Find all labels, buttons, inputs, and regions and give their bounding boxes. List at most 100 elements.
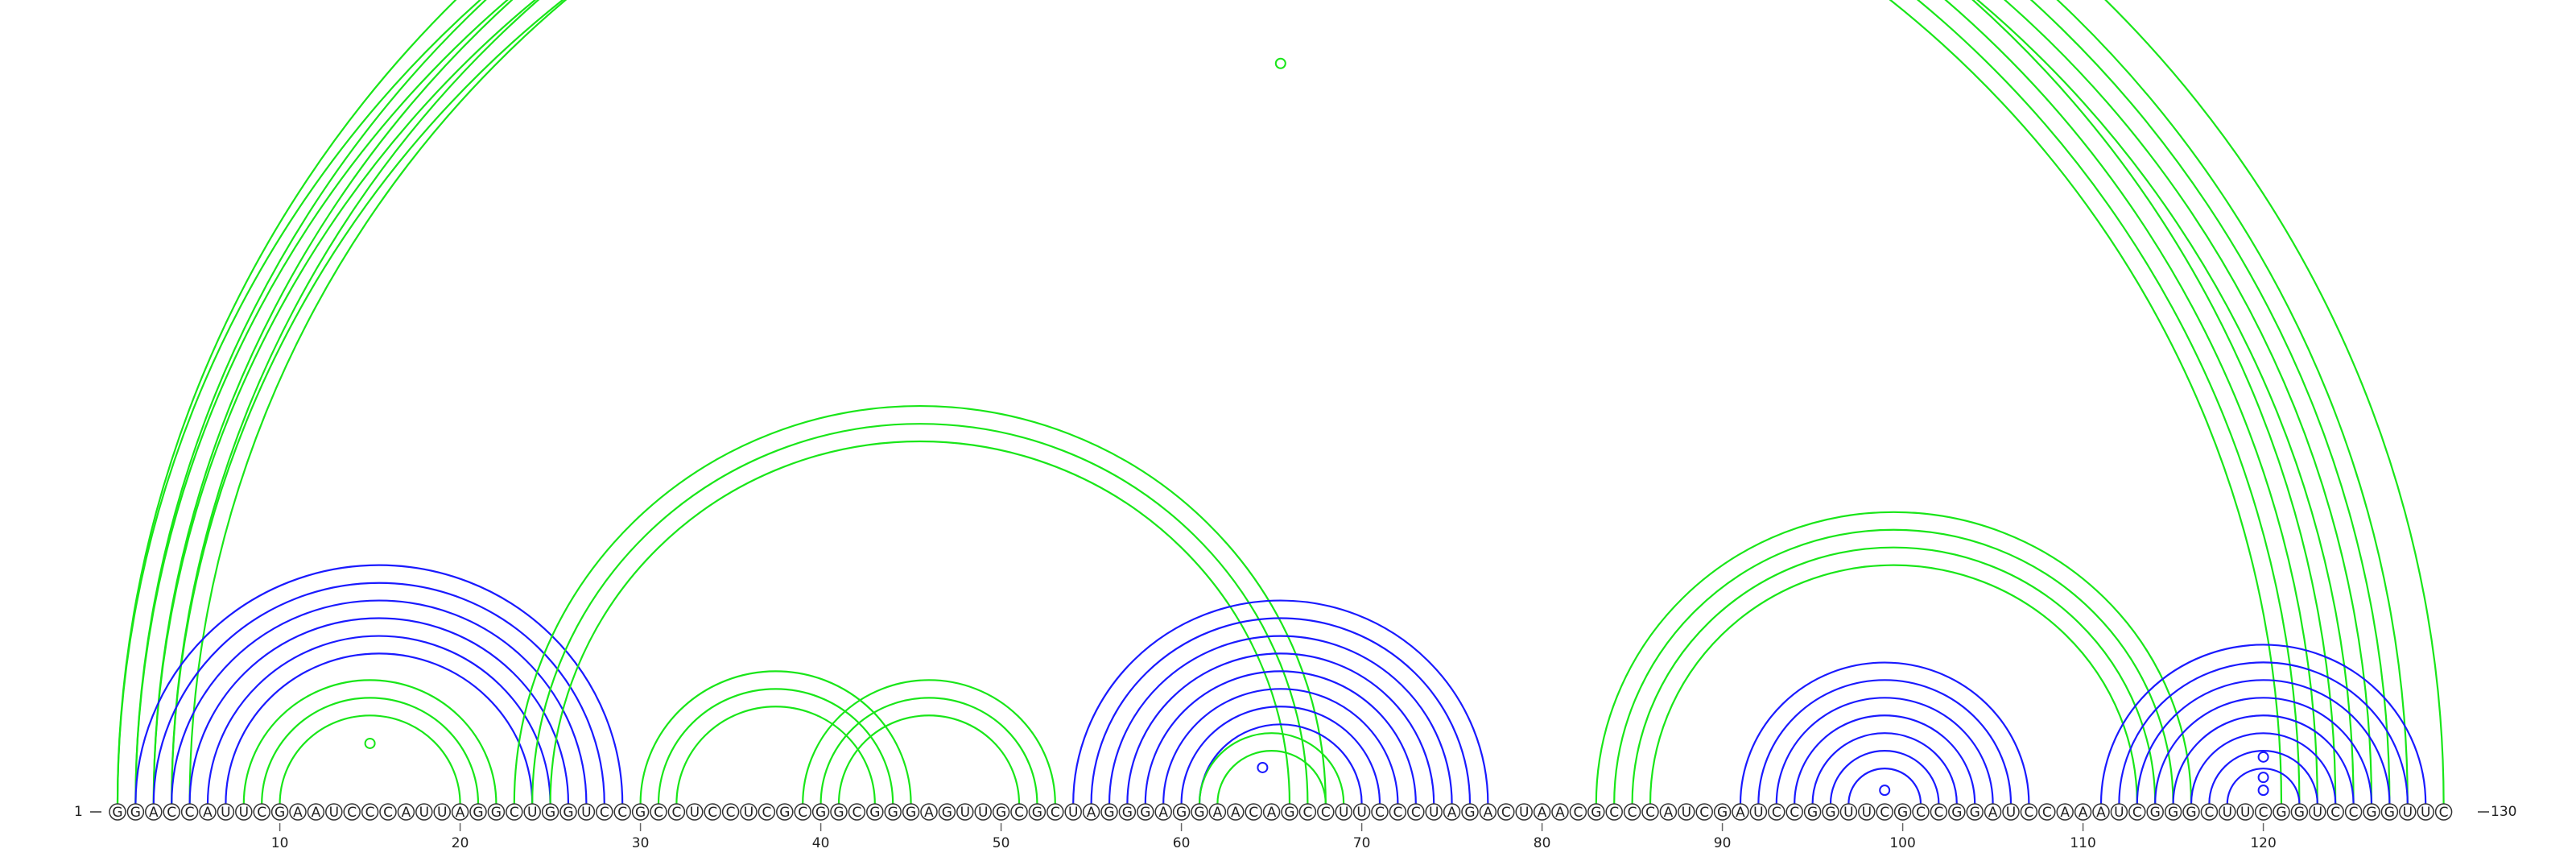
nucleotide-letter: A [1087,805,1096,821]
nucleotide-circle [1479,803,1497,821]
nucleotide-circle [2056,803,2074,821]
nucleotide-circle [379,803,397,821]
nucleotide-130: C [2434,803,2453,821]
arc-61-69 [1198,732,1345,805]
nucleotide-circle [109,803,126,821]
nucleotide-124: C [2326,803,2344,821]
nucleotide-56: G [1100,803,1118,821]
nucleotide-79: U [1515,803,1533,821]
nucleotide-letter: C [1393,805,1402,821]
nucleotide-letter: U [978,805,988,821]
nucleotide-circle [2254,803,2273,821]
nucleotide-81: A [1551,803,1569,821]
nucleotide-circle [2326,803,2344,821]
arc-5-26 [188,617,570,805]
nucleotide-letter: C [2024,805,2033,821]
nucleotide-circle [2182,803,2200,821]
nucleotide-circle [1154,803,1172,821]
nucleotide-letter: G [1284,805,1294,821]
nucleotide-circle [721,803,740,821]
nucleotide-circle [1245,803,1262,821]
nucleotide-50: G [992,803,1010,821]
nucleotide-letter: G [996,805,1006,821]
nucleotide-circle [920,803,938,821]
nucleotide-circle [469,803,487,821]
nucleotide-61: G [1191,803,1208,821]
nucleotide-59: A [1154,803,1172,821]
nucleotide-letter: G [1591,805,1601,821]
nucleotide-letter: G [1897,805,1908,821]
tick-label-70: 70 [1353,835,1371,851]
arc-92-106 [1757,679,2013,805]
nucleotide-circle [1641,803,1659,821]
nucleotide-circle [1227,803,1245,821]
nucleotide-43: G [866,803,884,821]
nucleotide-119: U [2236,803,2254,821]
nucleotide-126: G [2363,803,2380,821]
nucleotide-circle [1208,803,1227,821]
nucleotide-circle [1732,803,1749,821]
nucleotide-circle [163,803,180,821]
nucleotide-circle [1533,803,1551,821]
nucleotide-circle [992,803,1010,821]
nucleotide-letter: G [1122,805,1133,821]
nucleotide-69: U [1335,803,1352,821]
arc-4-121 [171,0,2283,805]
nucleotide-letter: G [275,805,285,821]
nucleotide-letter: U [2114,805,2124,821]
nucleotide-circle [1551,803,1569,821]
tick-label-100: 100 [1889,835,1915,851]
arc-57-74 [1126,652,1435,805]
nucleotide-letter: U [744,805,753,821]
nucleotide-letter: U [437,805,447,821]
nucleotide-5: C [180,803,199,821]
nucleotide-letter: G [1104,805,1114,821]
nucleotide-51: C [1010,803,1028,821]
nucleotide-120: C [2254,803,2273,821]
nucleotide-75: A [1443,803,1461,821]
nucleotide-circle [1335,803,1352,821]
nucleotide-letter: C [257,805,266,821]
nucleotide-circle [848,803,866,821]
arc-24-67 [531,423,1309,805]
nucleotide-letter: G [545,805,555,821]
nucleotide-16: C [379,803,397,821]
nucleotide-letter: C [1051,805,1060,821]
nucleotide-30: G [631,803,650,821]
arc-94-104 [1794,714,1976,805]
nucleotide-64: C [1245,803,1262,821]
nucleotide-circle [1389,803,1407,821]
nucleotide-96: G [1822,803,1839,821]
nucleotide-letter: G [815,805,826,821]
nucleotide-letter: C [1321,805,1331,821]
nucleotide-circle [2128,803,2146,821]
nucleotide-letter: A [1267,805,1277,821]
nucleotide-121: G [2273,803,2290,821]
nucleotide-letter: G [112,805,122,821]
nucleotide-circle [667,803,686,821]
nucleotide-circle [2146,803,2164,821]
nucleotide-circle [1839,803,1858,821]
nucleotide-89: C [1695,803,1713,821]
nucleotide-circle [1317,803,1335,821]
arc-61-70 [1198,723,1363,805]
arc-8-22 [242,679,497,805]
nucleotide-circle [1497,803,1515,821]
nucleotide-letter: A [149,805,159,821]
nucleotide-74: U [1425,803,1443,821]
nucleotide-24: U [523,803,541,821]
nucleotide-letter: A [2079,805,2088,821]
nucleotide-letter: U [1429,805,1439,821]
arc-55-76 [1090,617,1472,805]
arc-7-24 [225,652,534,805]
arc-marker-7 [2257,785,2269,797]
nucleotide-107: C [2020,803,2038,821]
arc-62-68 [1216,750,1327,805]
nucleotide-17: A [397,803,415,821]
nucleotide-49: U [974,803,992,821]
nucleotide-letter: G [1807,805,1818,821]
nucleotide-letter: C [852,805,861,821]
nucleotide-letter: A [312,805,321,821]
nucleotide-circle [451,803,469,821]
